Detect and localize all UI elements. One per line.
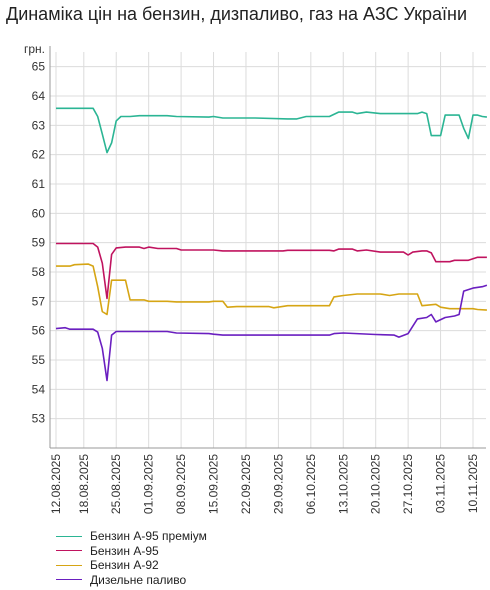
- legend-swatch: [56, 550, 82, 552]
- x-tick-label: 27.10.2025: [401, 454, 415, 514]
- x-tick-label: 25.08.2025: [109, 454, 123, 514]
- x-tick-label: 10.11.2025: [466, 454, 480, 513]
- legend-item: Бензин А-92: [56, 558, 207, 573]
- y-axis-unit-label: грн.: [24, 42, 46, 56]
- series-line-1: [56, 107, 488, 154]
- y-tick-label: 53: [32, 412, 46, 426]
- legend-label: Бензин А-92: [90, 558, 159, 573]
- x-tick-label: 06.10.2025: [304, 454, 318, 514]
- y-tick-label: 55: [32, 353, 46, 367]
- legend-item: Бензин А-95: [56, 544, 207, 559]
- legend-swatch: [56, 579, 82, 581]
- x-tick-label: 01.09.2025: [142, 454, 156, 514]
- y-tick-label: 60: [32, 206, 46, 220]
- y-tick-label: 54: [32, 382, 46, 396]
- x-tick-label: 22.09.2025: [239, 454, 253, 514]
- y-tick-label: 62: [32, 148, 46, 162]
- y-tick-label: 63: [32, 118, 46, 132]
- chart-legend: Бензин А-95 преміум Бензин А-95 Бензин А-9…: [56, 529, 207, 587]
- legend-label: Бензин А-95: [90, 543, 159, 558]
- x-tick-label: 08.09.2025: [174, 454, 188, 514]
- legend-item: Бензин А-95 преміум: [56, 529, 207, 544]
- series-line-4: [55, 284, 488, 382]
- y-tick-label: 64: [32, 89, 46, 103]
- y-tick-label: 59: [32, 236, 46, 250]
- legend-label: Дизельне паливо: [90, 572, 187, 587]
- x-tick-label: 20.10.2025: [369, 454, 383, 514]
- legend-item: Дизельне паливо: [56, 573, 207, 588]
- y-tick-label: 57: [32, 294, 46, 308]
- legend-swatch: [56, 564, 82, 566]
- x-tick-label: 03.11.2025: [434, 454, 448, 513]
- legend-swatch: [56, 535, 82, 537]
- series-line-2: [56, 242, 487, 300]
- y-tick-label: 58: [32, 265, 46, 279]
- x-tick-label: 12.08.2025: [49, 454, 63, 514]
- y-tick-label: 56: [32, 324, 46, 338]
- x-tick-label: 18.08.2025: [77, 454, 91, 514]
- y-tick-label: 61: [32, 177, 46, 191]
- x-tick-label: 15.09.2025: [207, 454, 221, 514]
- chart-title: Динаміка цін на бензин, дизпаливо, газ н…: [6, 4, 468, 24]
- legend-label: Бензин А-95 преміум: [90, 529, 207, 544]
- x-tick-label: 13.10.2025: [336, 454, 350, 514]
- y-tick-label: 65: [32, 60, 46, 74]
- series-line-3: [56, 263, 487, 316]
- x-tick-label: 29.09.2025: [271, 454, 285, 514]
